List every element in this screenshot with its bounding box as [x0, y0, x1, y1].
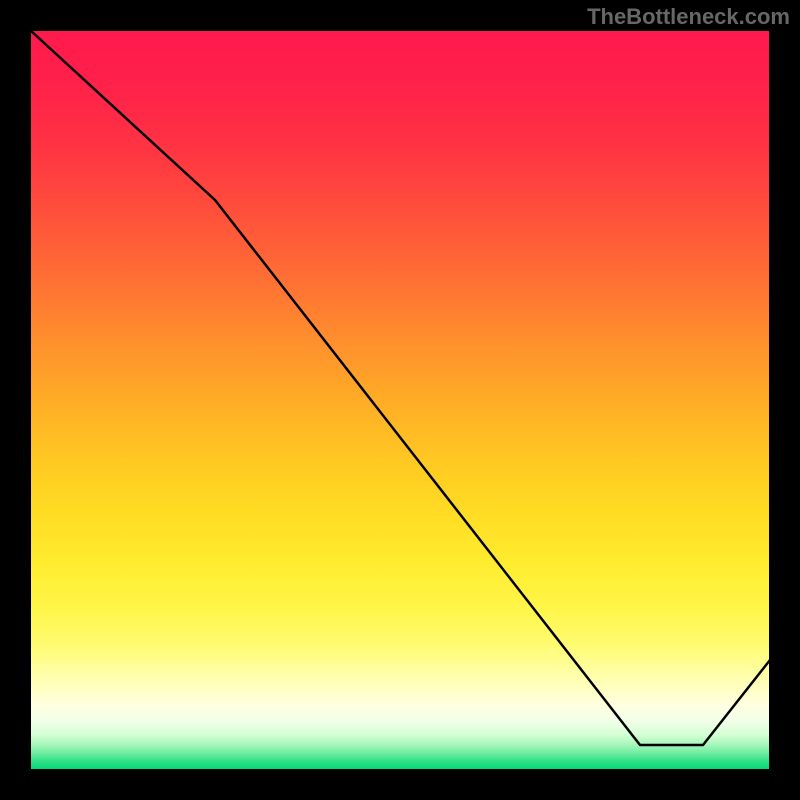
watermark-text: TheBottleneck.com [587, 4, 790, 30]
plot-background [30, 30, 770, 770]
bottleneck-chart [0, 0, 800, 800]
